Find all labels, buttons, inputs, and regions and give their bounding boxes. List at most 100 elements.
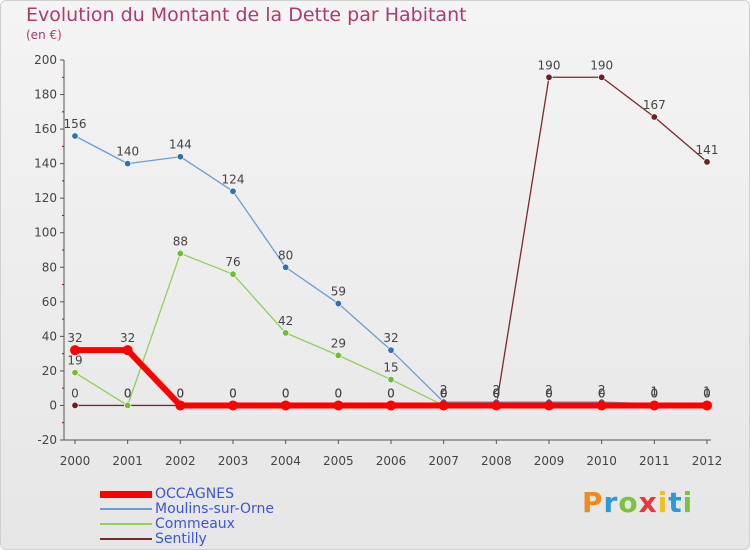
data-label: 2 [598, 383, 606, 397]
x-tick-label: 2000 [60, 454, 91, 468]
data-point [333, 400, 344, 411]
data-point [598, 73, 606, 81]
data-label: 0 [598, 386, 606, 400]
y-tick-label: 80 [42, 260, 57, 274]
brand-letter: t [668, 486, 683, 519]
data-label: 1 [703, 385, 711, 399]
data-point [71, 132, 79, 140]
data-label: 0 [282, 386, 290, 400]
data-label: 1 [651, 385, 659, 399]
y-tick-label: 120 [34, 191, 57, 205]
proxiti-logo: Proxiti [582, 486, 693, 519]
data-label: 15 [383, 361, 398, 375]
data-label: 0 [598, 386, 606, 400]
y-tick-label: 180 [34, 88, 57, 102]
legend-swatch [100, 508, 152, 510]
data-label: 190 [538, 58, 561, 72]
data-point [175, 400, 186, 411]
legend-label: Commeaux [155, 516, 235, 532]
data-point [703, 158, 711, 166]
data-label: 32 [67, 331, 82, 345]
y-tick-label: 60 [42, 295, 57, 309]
data-label: 29 [331, 336, 346, 350]
data-label: 0 [229, 386, 237, 400]
data-point [491, 400, 502, 411]
data-point [282, 329, 290, 337]
x-tick-label: 2009 [534, 454, 565, 468]
data-label: 0 [335, 386, 343, 400]
data-label: 0 [387, 386, 395, 400]
data-label: 42 [278, 314, 293, 328]
data-label: 0 [124, 386, 132, 400]
x-tick-label: 2001 [112, 454, 143, 468]
legend-label: Sentilly [155, 531, 207, 547]
x-tick-label: 2004 [270, 454, 301, 468]
y-tick-label: 0 [49, 398, 57, 412]
brand-letter: o [618, 486, 639, 519]
y-tick-label: -20 [37, 433, 57, 447]
data-label: 0 [651, 386, 659, 400]
data-label: 0 [703, 386, 711, 400]
data-label: 0 [493, 386, 501, 400]
data-point [71, 369, 79, 377]
data-label: 0 [387, 386, 395, 400]
data-label: 156 [64, 117, 87, 131]
data-label: 0 [335, 386, 343, 400]
data-label: 88 [173, 234, 188, 248]
data-point [387, 376, 395, 384]
data-point [176, 153, 184, 161]
data-label: 2 [545, 383, 553, 397]
y-tick-label: 40 [42, 329, 57, 343]
x-tick-label: 2011 [639, 454, 670, 468]
legend-label: OCCAGNES [155, 486, 234, 502]
data-label: 0 [229, 386, 237, 400]
data-label: 0 [703, 386, 711, 400]
data-label: 190 [590, 58, 613, 72]
legend-item: Moulins-sur-Orne [100, 501, 274, 517]
data-point [334, 300, 342, 308]
legend-label: Moulins-sur-Orne [155, 501, 274, 517]
x-tick-label: 2008 [481, 454, 512, 468]
chart-title: Evolution du Montant de la Dette par Hab… [26, 4, 467, 26]
data-point [544, 400, 554, 411]
data-label: 2 [440, 383, 448, 397]
legend-swatch [100, 538, 152, 540]
x-tick-label: 2005 [323, 454, 354, 468]
legend-item: Sentilly [100, 531, 207, 547]
y-tick-label: 200 [34, 53, 57, 67]
data-point [124, 401, 132, 409]
data-point [228, 400, 238, 411]
chart-subtitle: (en €) [26, 28, 62, 42]
data-point [650, 113, 658, 121]
brand-letter: r [603, 486, 619, 519]
data-label: 0 [440, 386, 448, 400]
brand-letter: i [657, 486, 669, 519]
data-label: 0 [282, 386, 290, 400]
data-point [124, 160, 132, 168]
data-label: 144 [169, 138, 192, 152]
data-label: 32 [383, 331, 398, 345]
data-label: 0 [71, 386, 79, 400]
data-label: 0 [545, 386, 553, 400]
data-label: 0 [124, 386, 132, 400]
brand-letter: P [582, 486, 604, 519]
data-point [122, 345, 133, 356]
data-label: 80 [278, 248, 293, 262]
data-label: 19 [67, 354, 82, 368]
data-label: 0 [493, 386, 501, 400]
data-label: 76 [225, 255, 240, 269]
y-tick-label: 20 [42, 364, 57, 378]
data-label: 32 [120, 331, 135, 345]
x-tick-label: 2010 [586, 454, 617, 468]
data-point [596, 400, 607, 411]
data-label: 0 [440, 386, 448, 400]
data-point [387, 346, 395, 354]
data-point [229, 187, 237, 195]
brand-letter: i [682, 486, 694, 519]
data-label: 0 [545, 386, 553, 400]
x-tick-label: 2003 [218, 454, 249, 468]
data-point [70, 345, 80, 356]
data-label: 2 [493, 383, 501, 397]
data-label: 0 [493, 386, 501, 400]
